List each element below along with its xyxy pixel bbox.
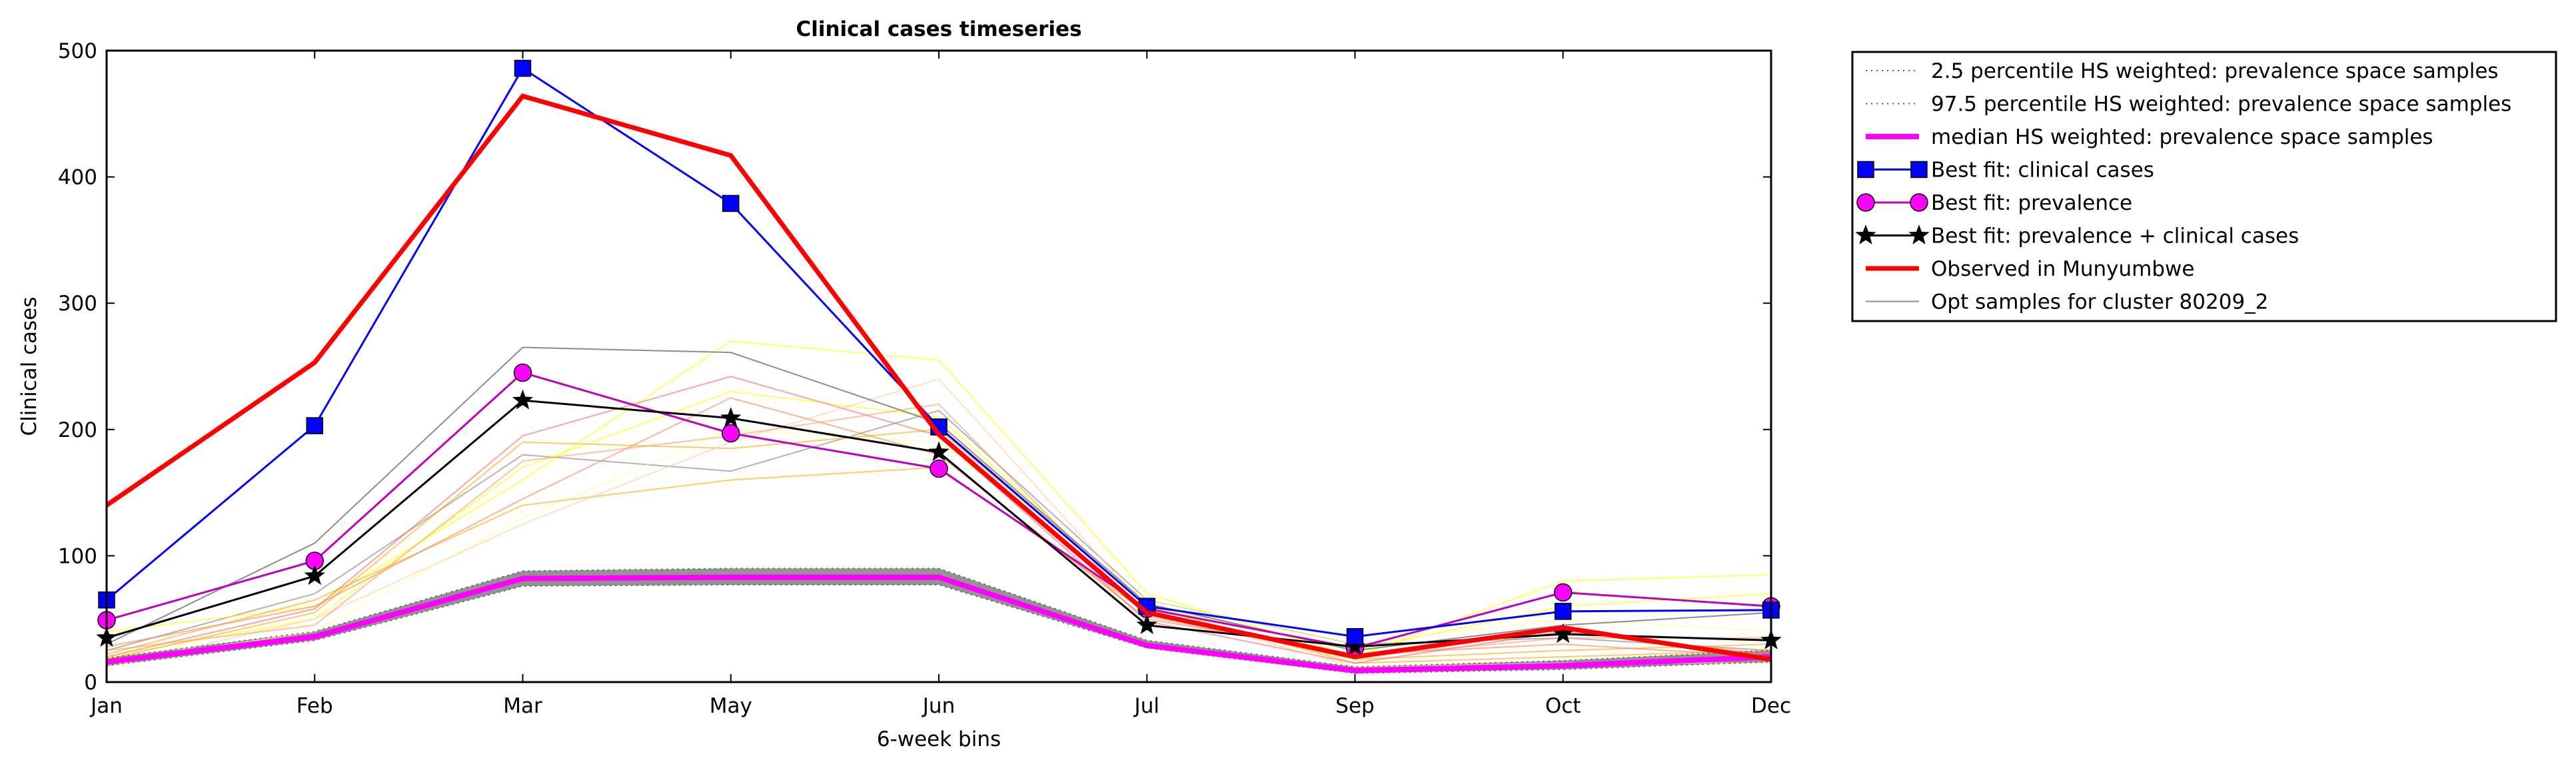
data-point-3-7 <box>1555 603 1572 620</box>
data-point-3-3 <box>722 194 740 212</box>
data-point-4-7 <box>1554 583 1573 602</box>
legend-marker-3-a <box>1857 161 1874 179</box>
legend-marker-5-b <box>1908 224 1930 244</box>
series-1 <box>106 568 1772 668</box>
legend: 2.5 percentile HS weighted: prevalence s… <box>1851 51 2557 322</box>
data-point-5-5 <box>1136 614 1157 634</box>
legend-entry-0: 2.5 percentile HS weighted: prevalence s… <box>1866 59 2499 83</box>
legend-marker-4-a <box>1856 193 1875 212</box>
legend-entry-4: Best fit: prevalence <box>1856 191 2132 215</box>
legend-label-3: Best fit: clinical cases <box>1931 159 2154 183</box>
x-tick-label: May <box>710 694 752 718</box>
data-point-5-1 <box>304 565 325 585</box>
legend-entry-3: Best fit: clinical cases <box>1857 159 2154 183</box>
legend-label-6: Observed in Munyumbwe <box>1931 257 2194 281</box>
x-tick-label: Sep <box>1335 694 1374 718</box>
legend-entry-6: Observed in Munyumbwe <box>1866 257 2194 281</box>
x-tick-label: Jun <box>922 694 955 718</box>
data-point-5-2 <box>512 389 534 410</box>
series-2 <box>106 574 1772 673</box>
sample-line-9 <box>106 403 1771 658</box>
sample-line-1 <box>106 340 1772 658</box>
series-6 <box>105 93 1772 662</box>
legend-label-5: Best fit: prevalence + clinical cases <box>1931 224 2299 248</box>
series-line-6 <box>105 93 1772 662</box>
sample-line-0 <box>106 410 1772 651</box>
legend-entry-2: median HS weighted: prevalence space sam… <box>1866 125 2433 149</box>
y-tick-label: 100 <box>58 544 97 568</box>
legend-marker-3-b <box>1910 161 1928 179</box>
data-point-3-6 <box>1346 627 1364 645</box>
data-point-4-2 <box>513 363 532 382</box>
data-point-3-1 <box>306 417 323 434</box>
x-tick-label: Jul <box>1133 694 1159 718</box>
legend-label-1: 97.5 percentile HS weighted: prevalence … <box>1931 93 2511 117</box>
data-point-4-3 <box>722 424 740 443</box>
chart-title: Clinical cases timeseries <box>796 17 1081 41</box>
series-line-2 <box>106 574 1772 673</box>
y-axis-ticks: 0 100 200 300 400 500 <box>58 39 1771 695</box>
background-samples <box>106 340 1772 668</box>
y-tick-label: 400 <box>58 166 97 190</box>
legend-frame <box>1851 51 2557 322</box>
y-axis-label: Clinical cases <box>17 296 41 436</box>
plot-background <box>107 51 1771 682</box>
x-tick-label: Jan <box>89 694 123 718</box>
legend-label-2: median HS weighted: prevalence space sam… <box>1931 125 2433 149</box>
legend-entry-1: 97.5 percentile HS weighted: prevalence … <box>1866 93 2511 117</box>
data-point-3-2 <box>514 59 532 77</box>
data-point-5-3 <box>720 407 742 428</box>
series-layer <box>96 59 1782 674</box>
legend-label-0: 2.5 percentile HS weighted: prevalence s… <box>1931 59 2499 83</box>
legend-entry-7: Opt samples for cluster 80209_2 <box>1866 290 2268 314</box>
plot-area <box>96 49 1782 683</box>
y-tick-label: 0 <box>84 671 97 695</box>
data-point-5-4 <box>928 441 950 462</box>
legend-entry-5: Best fit: prevalence + clinical cases <box>1855 224 2299 248</box>
x-axis-label: 6-week bins <box>877 727 1001 751</box>
x-tick-label: Feb <box>297 694 333 718</box>
x-tick-label: Oct <box>1545 694 1581 718</box>
x-tick-label: Mar <box>503 694 542 718</box>
y-tick-label: 300 <box>58 292 97 316</box>
legend-marker-5-a <box>1855 224 1876 244</box>
legend-label-4: Best fit: prevalence <box>1931 191 2132 215</box>
legend-label-7: Opt samples for cluster 80209_2 <box>1931 290 2268 314</box>
x-axis-ticks: Jan Feb Mar May Jun Jul Sep Oct Dec <box>89 51 1791 718</box>
legend-marker-4-b <box>1910 193 1928 212</box>
y-tick-label: 500 <box>58 39 97 63</box>
x-tick-label: Dec <box>1751 694 1791 718</box>
sample-line-8 <box>106 378 1771 668</box>
series-line-1 <box>106 568 1772 668</box>
data-point-4-4 <box>930 459 948 478</box>
y-tick-label: 200 <box>58 418 97 442</box>
